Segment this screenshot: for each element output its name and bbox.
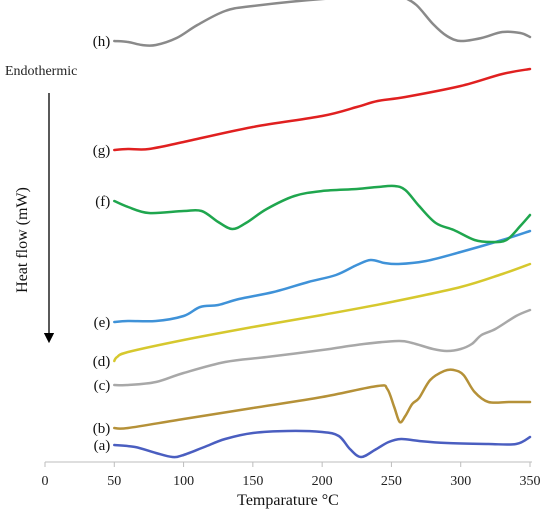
curve-e (113, 229, 532, 324)
curve-label-c: (c) (94, 378, 111, 394)
curve-label-h: (h) (93, 34, 111, 50)
curve-label-g: (g) (93, 143, 111, 159)
x-tick-label: 250 (381, 474, 402, 489)
curve-b (113, 368, 532, 430)
x-tick-label: 300 (450, 474, 471, 489)
curve-label-d: (d) (93, 354, 111, 370)
x-axis-title: Temparature °C (237, 492, 339, 509)
x-tick-label: 100 (173, 474, 194, 489)
curve-a (113, 429, 532, 459)
x-tick-label: 150 (242, 474, 263, 489)
curve-label-e: (e) (94, 315, 111, 331)
curve-h (113, 0, 532, 47)
curve-label-b: (b) (93, 421, 111, 437)
x-tick-label: 50 (107, 474, 121, 489)
y-axis-title: Heat flow (mW) (14, 187, 31, 293)
curve-d (113, 262, 532, 363)
x-tick-group: 0 50 100 150 200 250 300 350 (42, 462, 541, 489)
annotation-endothermic: Endothermic (5, 64, 77, 79)
curve-f (113, 184, 532, 244)
x-tick-label: 0 (42, 474, 49, 489)
curve-g (113, 67, 532, 152)
curve-label-group: (a)(b)(c)(d)(e)(f)(g)(h)(i) (93, 34, 111, 454)
curve-label-f: (f) (95, 194, 110, 210)
curve-label-a: (a) (94, 438, 111, 454)
x-tick-label: 200 (312, 474, 333, 489)
x-tick-label: 350 (520, 474, 541, 489)
curve-c (113, 308, 532, 387)
curve-group (113, 0, 532, 459)
